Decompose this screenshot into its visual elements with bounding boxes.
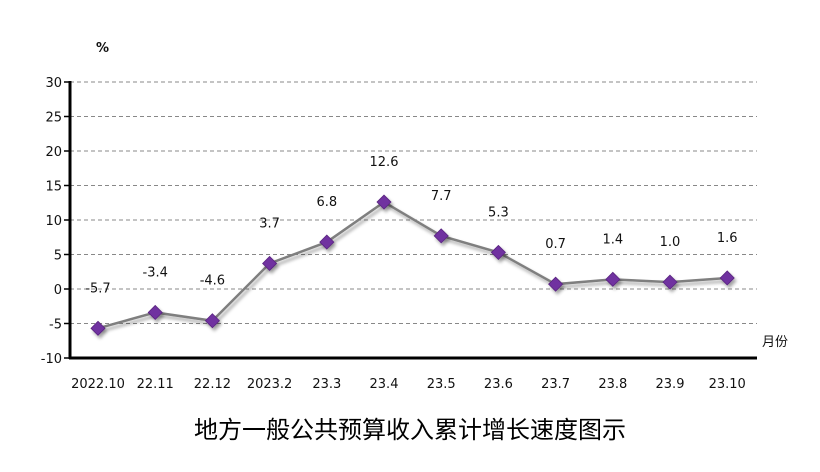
- data-label: 1.0: [660, 235, 681, 250]
- x-tick-label: 2023.2: [247, 377, 293, 392]
- x-tick-label: 23.3: [312, 377, 341, 392]
- y-tick-label: 30: [45, 76, 62, 91]
- x-tick-label: 23.7: [541, 377, 570, 392]
- y-tick-label: -5: [49, 318, 62, 333]
- x-tick-label: 23.10: [709, 377, 746, 392]
- data-label: 3.7: [259, 216, 280, 231]
- data-point-marker: [662, 274, 678, 290]
- y-tick-label: 10: [45, 214, 62, 229]
- y-tick-label: 25: [45, 111, 62, 126]
- x-tick-label: 23.8: [598, 377, 627, 392]
- chart-title: 地方一般公共预算收入累计增长速度图示: [194, 416, 626, 444]
- data-label: 1.6: [717, 231, 738, 246]
- x-tick-label: 22.12: [194, 377, 231, 392]
- data-point-marker: [204, 313, 220, 329]
- data-label: 0.7: [545, 237, 566, 252]
- data-point-marker: [262, 255, 278, 272]
- x-tick-label: 23.5: [427, 377, 456, 392]
- data-label: -3.4: [143, 265, 168, 280]
- x-tick-label: 23.6: [484, 377, 513, 392]
- x-tick-label: 22.11: [137, 377, 174, 392]
- series-line: [97, 200, 728, 330]
- y-axis-label: %: [96, 41, 109, 56]
- data-point-marker: [548, 276, 564, 292]
- data-point-marker: [147, 304, 163, 321]
- data-point-marker: [319, 234, 335, 250]
- x-axis-label: 月份: [762, 335, 788, 350]
- data-point-marker: [433, 228, 449, 244]
- data-label: 6.8: [316, 195, 337, 210]
- x-tick-label: 23.4: [370, 377, 399, 392]
- data-label: 5.3: [488, 205, 509, 220]
- data-label: -4.6: [200, 274, 225, 289]
- y-tick-label: 15: [45, 180, 62, 195]
- data-point-marker: [376, 194, 392, 210]
- data-point-marker: [90, 320, 106, 336]
- data-point-marker: [490, 244, 506, 260]
- data-label: 12.6: [370, 155, 399, 170]
- y-tick-label: 20: [45, 145, 62, 160]
- x-tick-label: 2022.10: [71, 377, 125, 392]
- data-point-marker: [719, 270, 735, 286]
- data-label: 7.7: [431, 189, 452, 204]
- y-tick-label: 0: [54, 283, 62, 298]
- data-point-marker: [605, 271, 621, 287]
- data-label: 1.4: [602, 232, 623, 247]
- x-tick-label: 23.9: [656, 377, 685, 392]
- data-label: -5.7: [85, 281, 110, 296]
- y-tick-label: -10: [41, 352, 62, 367]
- y-tick-label: 5: [54, 249, 62, 264]
